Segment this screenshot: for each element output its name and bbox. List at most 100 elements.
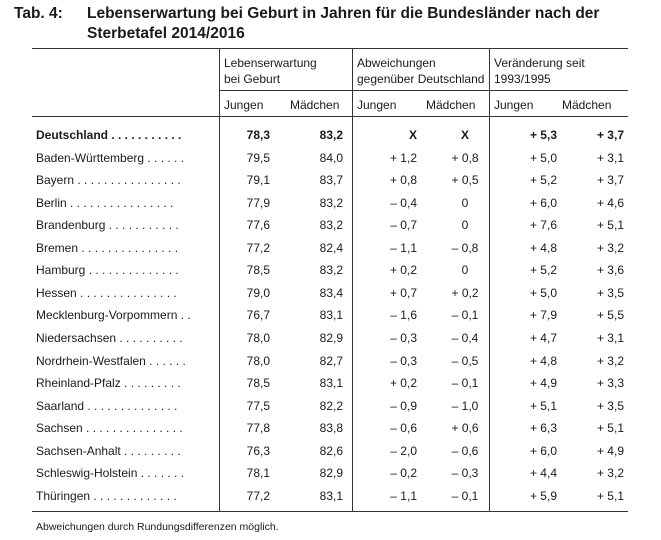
cell-vj: + 5,0: [529, 285, 557, 300]
cell-vm: + 5,1: [596, 421, 624, 436]
cell-vj: + 7,6: [529, 218, 557, 233]
subheader-maedchen: Mädchen: [426, 98, 476, 112]
table-row: Thüringen . . . . . . . . . . . . . 77,2 8…: [0, 486, 661, 508]
cell-vm: + 3,7: [596, 128, 624, 142]
header-life-expectancy: Lebenserwartung bei Geburt: [224, 56, 317, 86]
table-top-rule: [32, 48, 628, 49]
cell-lm: 83,1: [319, 488, 343, 503]
cell-lj: 79,0: [246, 285, 270, 300]
cell-lj: 78,5: [246, 376, 270, 391]
column-divider: [352, 48, 353, 511]
cell-am: + 0,2: [451, 285, 479, 300]
cell-lm: 84,0: [319, 150, 343, 165]
cell-lj: 76,7: [246, 308, 270, 323]
cell-am: + 0,8: [451, 150, 479, 165]
row-label: Deutschland . . . . . . . . . . .: [36, 128, 182, 142]
cell-vj: + 4,4: [529, 466, 557, 481]
cell-aj: – 0,3: [390, 353, 417, 368]
cell-vm: + 4,9: [596, 443, 624, 458]
cell-aj: X: [408, 128, 417, 142]
cell-aj: – 0,4: [390, 195, 417, 210]
cell-vm: + 4,6: [596, 195, 624, 210]
table-row: Bremen . . . . . . . . . . . . . . . 77,2…: [0, 238, 661, 260]
cell-aj: – 0,2: [390, 466, 417, 481]
table-row: Sachsen . . . . . . . . . . . . . . . 77,…: [0, 418, 661, 440]
cell-lj: 76,3: [246, 443, 270, 458]
cell-am: – 0,1: [451, 376, 479, 391]
cell-am: – 0,5: [451, 353, 479, 368]
cell-lj: 78,0: [246, 353, 270, 368]
cell-lm: 83,4: [319, 285, 343, 300]
cell-vj: + 6,3: [529, 421, 557, 436]
cell-vj: + 7,9: [529, 308, 557, 323]
cell-am: – 0,6: [451, 443, 479, 458]
header-change: Veränderung seit 1993/1995: [494, 56, 585, 86]
cell-lm: 83,2: [319, 263, 343, 278]
table-row: Mecklenburg-Vorpommern . . 76,7 83,1 – 1,6 –…: [0, 305, 661, 327]
cell-am: 0: [461, 263, 469, 278]
cell-aj: + 0,2: [389, 376, 417, 391]
row-label: Hessen . . . . . . . . . . . . . . .: [36, 285, 177, 300]
cell-vj: + 4,8: [529, 240, 557, 255]
table-row: Hessen . . . . . . . . . . . . . . . 79,0…: [0, 283, 661, 305]
cell-lm: 82,9: [319, 466, 343, 481]
cell-lj: 79,5: [246, 150, 270, 165]
row-label: Hamburg . . . . . . . . . . . . . .: [36, 263, 179, 278]
cell-aj: – 0,7: [390, 218, 417, 233]
row-label: Schleswig-Holstein . . . . . . .: [36, 466, 185, 481]
cell-aj: – 0,3: [390, 330, 417, 345]
cell-vm: + 3,2: [596, 466, 624, 481]
table-bottom-rule: [32, 511, 628, 512]
cell-vj: + 6,0: [529, 195, 557, 210]
cell-vj: + 5,2: [529, 263, 557, 278]
row-label: Baden-Württemberg . . . . . .: [36, 150, 185, 165]
cell-vj: + 4,7: [529, 330, 557, 345]
table-row: Rheinland-Pfalz . . . . . . . . . 78,5 83,…: [0, 373, 661, 395]
cell-vm: + 3,6: [596, 263, 624, 278]
row-label: Saarland . . . . . . . . . . . . . .: [36, 398, 178, 413]
cell-aj: + 0,2: [389, 263, 417, 278]
footnote: Abweichungen durch Rundungsdifferenzen m…: [36, 521, 279, 533]
cell-lj: 77,5: [246, 398, 270, 413]
cell-aj: – 1,1: [390, 488, 417, 503]
table-row: Schleswig-Holstein . . . . . . . 78,1 82,9…: [0, 463, 661, 485]
cell-vj: + 5,0: [529, 150, 557, 165]
cell-lj: 77,2: [246, 240, 270, 255]
row-label: Rheinland-Pfalz . . . . . . . . .: [36, 376, 181, 391]
cell-aj: – 2,0: [390, 443, 417, 458]
subheader-jungen: Jungen: [224, 98, 264, 112]
cell-vm: + 3,5: [596, 285, 624, 300]
table-row: Hamburg . . . . . . . . . . . . . . 78,5 8…: [0, 260, 661, 282]
table-row: Saarland . . . . . . . . . . . . . . 77,5…: [0, 396, 661, 418]
cell-vm: + 3,2: [596, 353, 624, 368]
row-label: Bayern . . . . . . . . . . . . . . . .: [36, 173, 181, 188]
cell-lj: 77,9: [246, 195, 270, 210]
cell-lm: 82,7: [319, 353, 343, 368]
cell-lm: 83,2: [319, 128, 343, 142]
cell-lm: 82,9: [319, 330, 343, 345]
subheader-jungen: Jungen: [357, 98, 397, 112]
cell-aj: + 1,2: [389, 150, 417, 165]
cell-vj: + 6,0: [529, 443, 557, 458]
table-row: Deutschland . . . . . . . . . . . 78,3 83,…: [0, 125, 661, 147]
column-divider: [489, 48, 490, 511]
cell-vj: + 5,9: [529, 488, 557, 503]
subheader-jungen: Jungen: [494, 98, 534, 112]
table-row: Brandenburg . . . . . . . . . . . 77,6 83,…: [0, 215, 661, 237]
table-row: Sachsen-Anhalt . . . . . . . . . 76,3 82,6…: [0, 441, 661, 463]
cell-lj: 78,1: [246, 466, 270, 481]
cell-vm: + 3,1: [596, 150, 624, 165]
cell-lj: 79,1: [246, 173, 270, 188]
cell-vj: + 5,3: [529, 128, 557, 142]
cell-lj: 78,0: [246, 330, 270, 345]
header-bottom-rule: [32, 116, 628, 117]
table-number: Tab. 4:: [14, 5, 63, 22]
cell-lj: 78,5: [246, 263, 270, 278]
cell-am: – 0,8: [451, 240, 479, 255]
cell-vm: + 3,1: [596, 330, 624, 345]
cell-vm: + 3,2: [596, 240, 624, 255]
cell-am: – 0,3: [451, 466, 479, 481]
row-label: Berlin . . . . . . . . . . . . . . . .: [36, 195, 174, 210]
subheader-maedchen: Mädchen: [290, 98, 340, 112]
row-label: Niedersachsen . . . . . . . . . .: [36, 330, 183, 345]
